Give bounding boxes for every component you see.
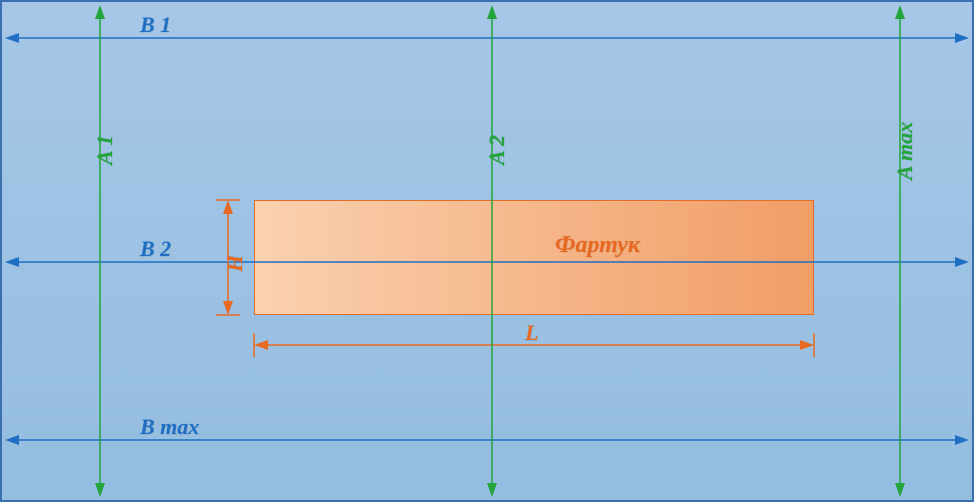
dim-line-h <box>208 0 248 502</box>
label-b2: B 2 <box>140 236 171 262</box>
label-a2: A 2 <box>484 135 510 165</box>
label-a1: A 1 <box>92 135 118 165</box>
label-h: H <box>222 255 248 272</box>
label-bmax: B max <box>140 414 199 440</box>
dim-line-a1 <box>80 0 120 502</box>
diagram-canvas: Фартук B 1 B 2 B max A 1 A 2 A max H L <box>0 0 974 502</box>
label-amax: A max <box>892 122 918 180</box>
dim-line-a2 <box>472 0 512 502</box>
dim-line-amax <box>880 0 920 502</box>
label-l: L <box>525 320 538 346</box>
label-b1: B 1 <box>140 12 171 38</box>
